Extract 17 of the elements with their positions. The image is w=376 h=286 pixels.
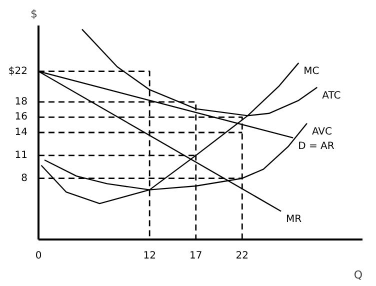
y-tick-label: $22	[8, 66, 28, 77]
y-tick-label: 16	[14, 112, 28, 123]
y-tick-label: 14	[14, 127, 28, 138]
x-tick-label: 17	[190, 250, 202, 262]
x-axis-title: Q	[354, 268, 363, 282]
series-label: D = AR	[298, 140, 334, 152]
y-tick-label: 11	[14, 150, 28, 161]
series-label: ATC	[322, 90, 341, 102]
series-label: MR	[286, 214, 302, 226]
series-label: MC	[304, 66, 320, 77]
y-tick-label: 18	[14, 96, 28, 108]
x-tick-label: 12	[143, 250, 156, 262]
x-tick-label: 0	[35, 250, 42, 262]
series-label: AVC	[312, 126, 332, 138]
x-tick-label: 22	[236, 250, 249, 262]
y-axis-title: $	[30, 8, 38, 20]
y-tick-label: 8	[21, 172, 28, 184]
